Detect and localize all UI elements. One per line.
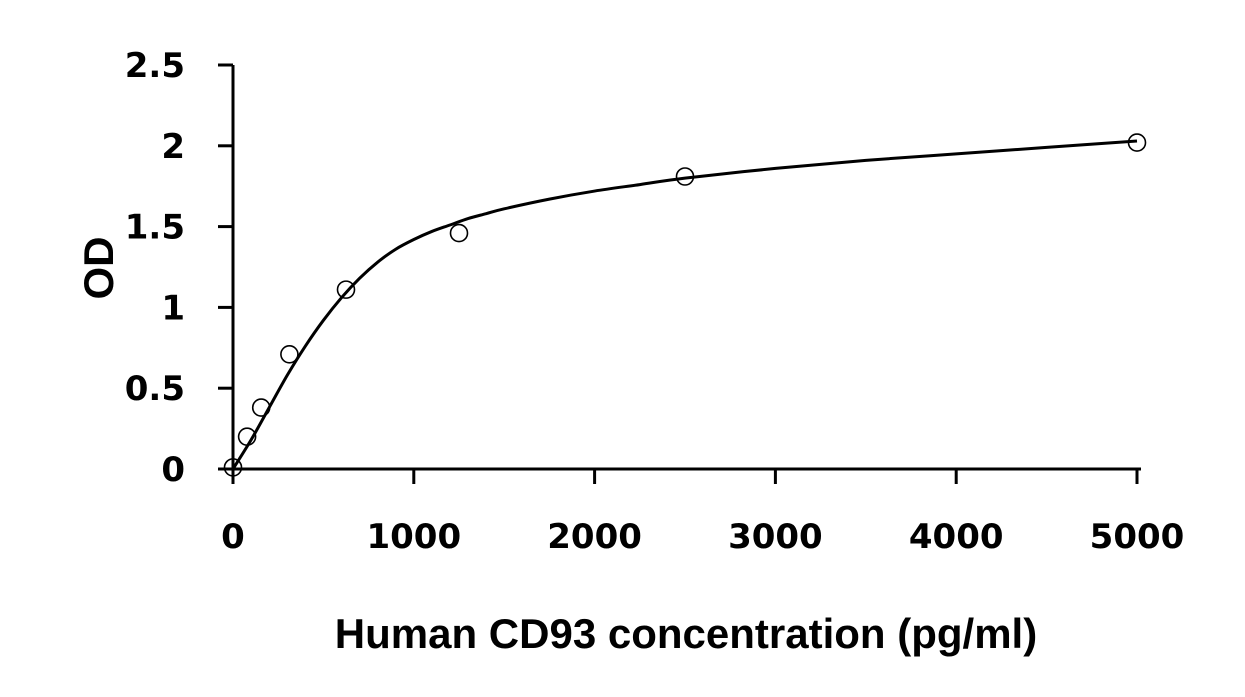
axes	[231, 65, 1141, 471]
y-tick-label: 2.5	[125, 46, 185, 86]
y-axis-ticks: 0 0.5 1 1.5 2 2.5	[125, 46, 233, 490]
x-tick-label: 2000	[547, 517, 642, 557]
y-axis-title: OD	[75, 237, 122, 300]
data-point	[251, 398, 271, 417]
x-axis-title: Human CD93 concentration (pg/ml)	[335, 610, 1037, 657]
data-point	[675, 167, 695, 186]
y-tick-label: 0	[161, 450, 185, 490]
x-tick-label: 1000	[366, 517, 461, 557]
y-tick-label: 1	[161, 288, 185, 328]
data-point	[1127, 133, 1147, 152]
y-tick-label: 2	[161, 127, 185, 167]
data-point	[223, 458, 243, 477]
x-tick-label: 5000	[1090, 517, 1185, 557]
data-point	[237, 427, 257, 446]
x-tick-label: 0	[221, 517, 245, 557]
x-axis-ticks: 0 1000 2000 3000 4000 5000	[221, 469, 1184, 557]
fit-curve	[231, 139, 1138, 470]
data-point	[449, 223, 469, 243]
x-tick-label: 4000	[909, 517, 1004, 557]
y-tick-label: 1.5	[125, 208, 185, 248]
fit-curve-group	[231, 139, 1138, 470]
data-point	[336, 280, 356, 299]
data-points	[223, 133, 1147, 477]
x-tick-label: 3000	[728, 517, 823, 557]
data-point	[280, 344, 299, 364]
y-tick-label: 0.5	[125, 369, 185, 409]
